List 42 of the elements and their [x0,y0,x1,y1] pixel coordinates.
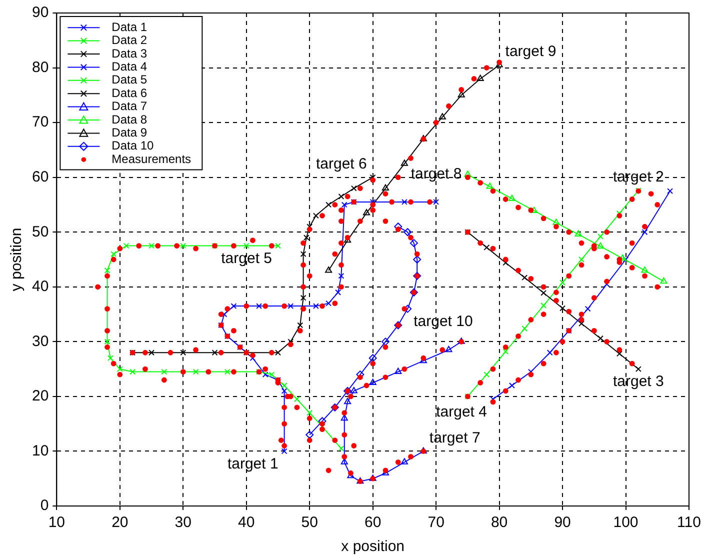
y-tick-label: 90 [32,4,49,22]
x-tick-label: 10 [48,514,66,532]
annotation: target 6 [316,155,367,172]
y-tick-label: 10 [32,442,49,460]
legend-label: Data 3 [112,46,148,60]
x-tick-label: 70 [428,514,444,532]
y-tick-label: 60 [32,168,49,186]
legend-label: Data 10 [112,138,154,153]
annotation: target 5 [221,250,272,267]
legend-label: Data 4 [112,60,148,74]
x-tick-label: 50 [301,514,318,532]
legend-label: Measurements [112,152,192,166]
x-tick-label: 20 [112,514,128,532]
legend-label: Data 9 [112,126,148,140]
x-axis-title: x position [341,538,405,556]
annotation: target 1 [227,455,278,472]
y-tick-label: 40 [32,278,49,296]
legend-label: Data 8 [112,112,148,126]
annotation: target 3 [612,373,664,390]
x-tick-label: 110 [677,514,701,532]
y-tick-label: 30 [32,332,49,350]
y-tick-label: 70 [32,114,49,131]
legend-label: Data 5 [112,72,148,87]
x-tick-label: 60 [364,514,382,532]
x-tick-label: 90 [554,514,571,532]
annotation: target 10 [414,312,473,330]
x-tick-label: 80 [490,514,508,532]
legend-label: Data 1 [112,20,148,34]
x-tick-label: 40 [238,514,255,532]
annotation: target 7 [429,429,480,446]
annotation: target 9 [505,43,556,60]
y-tick-label: 20 [32,388,49,405]
annotation: target 4 [436,403,487,420]
y-tick-label: 0 [40,497,49,514]
legend-label: Data 7 [112,99,148,114]
y-axis-title: y position [8,228,26,292]
legend-label: Data 2 [112,33,148,48]
y-tick-label: 80 [32,58,49,76]
x-tick-label: 100 [613,514,638,532]
x-tick-label: 30 [174,514,192,532]
legend-label: Data 6 [112,86,148,100]
y-tick-label: 50 [32,223,49,240]
